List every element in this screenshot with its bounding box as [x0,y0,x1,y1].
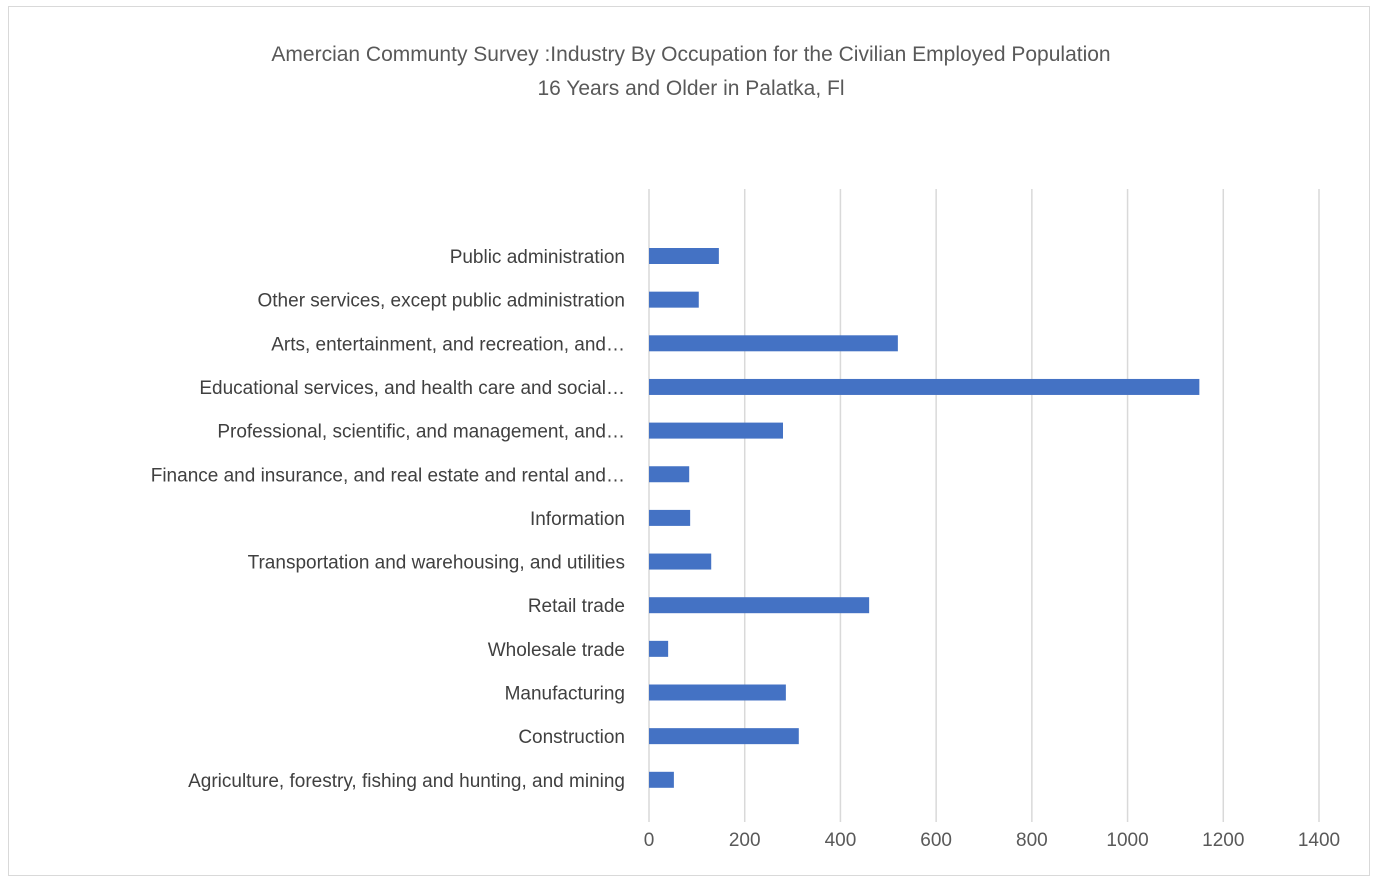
chart-subtitle: 16 Years and Older in Palatka, Fl [537,77,844,100]
category-label: Construction [518,727,625,748]
bar-chart: Amercian Communty Survey :Industry By Oc… [151,43,1340,851]
bar [649,248,719,264]
category-label: Other services, except public administra… [258,291,626,312]
bar [649,422,783,439]
category-label: Agriculture, forestry, fishing and hunti… [188,771,625,792]
bar [649,640,669,657]
category-label: Public administration [450,247,625,268]
bars [649,248,1200,788]
bar [649,466,690,483]
category-label: Professional, scientific, and management… [217,422,625,443]
x-tick-label: 1400 [1298,830,1340,851]
category-label: Manufacturing [505,684,625,705]
x-tick-label: 200 [729,830,761,851]
category-label: Finance and insurance, and real estate a… [151,465,625,486]
bar [649,597,870,614]
x-axis-tick-labels: 0 200 400 600 800 1000 1200 1400 [644,830,1340,851]
category-labels: Public administration Other services, exc… [151,247,625,792]
bar [649,771,674,788]
chart-title: Amercian Communty Survey :Industry By Oc… [271,43,1110,66]
x-tick-label: 1000 [1106,830,1148,851]
gridlines [648,189,1320,822]
x-tick-label: 400 [825,830,857,851]
category-label: Retail trade [528,596,625,617]
category-label: Information [530,509,625,530]
category-label: Wholesale trade [488,640,625,661]
category-label: Educational services, and health care an… [199,378,625,399]
bar [649,728,799,745]
x-tick-label: 1200 [1202,830,1244,851]
x-tick-label: 800 [1016,830,1048,851]
bar [649,291,699,308]
bar [649,684,786,701]
bar [649,509,691,526]
category-label: Arts, entertainment, and recreation, and… [271,334,625,355]
bar [649,335,898,352]
category-label: Transportation and warehousing, and util… [248,553,625,574]
bar [649,378,1200,395]
chart-frame: Amercian Communty Survey :Industry By Oc… [8,6,1370,876]
x-tick-label: 0 [644,830,655,851]
x-tick-label: 600 [920,830,952,851]
bar [649,553,712,570]
